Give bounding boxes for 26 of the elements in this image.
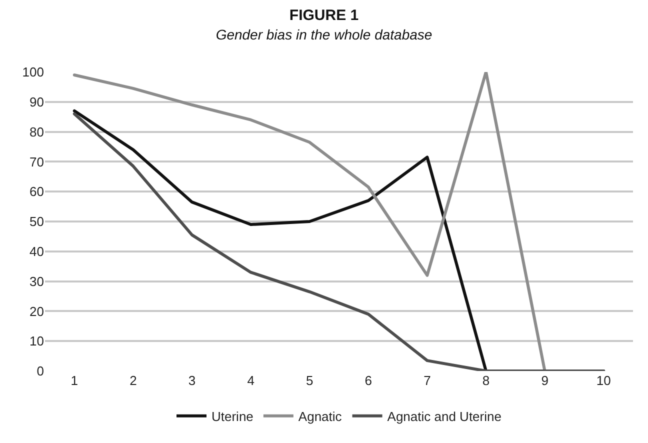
legend-label: Agnatic and Uterine — [387, 408, 502, 424]
x-tick-label: 1 — [70, 373, 78, 388]
y-tick-label: 0 — [36, 364, 44, 379]
y-tick-label: 30 — [30, 274, 44, 289]
x-tick-label: 6 — [364, 373, 372, 388]
y-tick-label: 20 — [30, 304, 44, 319]
y-tick-label: 70 — [30, 154, 44, 170]
chart-title: FIGURE 1 — [289, 6, 359, 24]
y-tick-label: 40 — [30, 244, 44, 259]
x-tick-label: 3 — [188, 373, 196, 388]
legend-label: Agnatic — [298, 408, 342, 424]
x-tick-label: 2 — [130, 373, 137, 388]
y-tick-label: 90 — [30, 94, 44, 110]
y-tick-label: 10 — [30, 334, 44, 349]
x-tick-label: 10 — [596, 373, 611, 388]
y-tick-label: 80 — [30, 124, 44, 140]
x-tick-label: 9 — [541, 373, 548, 388]
y-tick-label: 50 — [30, 214, 44, 230]
legend-label: Uterine — [212, 408, 254, 424]
x-tick-label: 7 — [424, 373, 431, 388]
y-tick-label: 100 — [22, 64, 44, 80]
x-tick-label: 4 — [247, 373, 254, 388]
x-tick-label: 8 — [482, 373, 490, 388]
chart-subtitle: Gender bias in the whole database — [216, 26, 432, 42]
y-tick-label: 60 — [30, 184, 44, 200]
x-tick-label: 5 — [306, 373, 314, 388]
